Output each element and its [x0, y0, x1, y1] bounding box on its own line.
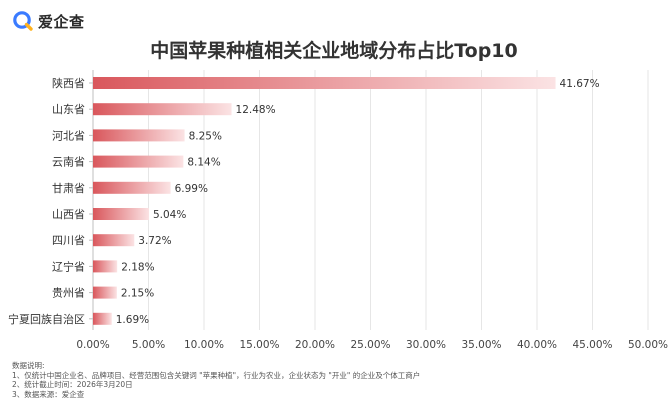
x-tick-label: 15.00% — [239, 339, 279, 351]
x-tick-label: 5.00% — [132, 339, 165, 351]
x-tick-label: 20.00% — [295, 339, 335, 351]
data-notes: 数据说明: 1、仅统计中国企业名、品牌项目、经营范围包含关键词 "苹果种植"，行… — [12, 361, 420, 399]
bar — [93, 312, 112, 325]
value-label: 8.14% — [187, 157, 220, 169]
x-tick-label: 10.00% — [184, 339, 224, 351]
category-label: 山东省 — [52, 103, 85, 116]
bar — [93, 260, 118, 273]
bar — [93, 77, 556, 89]
category-label: 辽宁省 — [52, 259, 85, 273]
value-label: 2.18% — [121, 261, 154, 273]
notes-heading: 数据说明: — [12, 361, 45, 370]
bar — [93, 103, 232, 116]
x-tick-label: 50.00% — [628, 339, 668, 351]
bar — [93, 208, 149, 220]
bar — [93, 234, 135, 247]
chart-title: 中国苹果种植相关企业地域分布占比Top10 — [150, 40, 518, 62]
value-label: 8.25% — [189, 130, 222, 142]
notes-line-1: 1、仅统计中国企业名、品牌项目、经营范围包含关键词 "苹果种植"，行业为农业，企… — [12, 370, 421, 380]
brand-logo: 爱企查 — [12, 10, 85, 32]
category-label: 宁夏回族自治区 — [8, 312, 85, 326]
category-label: 四川省 — [52, 234, 85, 247]
category-label: 河北省 — [52, 129, 85, 142]
value-label: 41.67% — [560, 78, 600, 90]
value-label: 5.04% — [153, 209, 186, 221]
category-label: 云南省 — [52, 156, 85, 169]
value-label: 3.72% — [138, 235, 171, 247]
x-tick-label: 30.00% — [406, 339, 446, 351]
x-tick-label: 25.00% — [350, 339, 390, 351]
bar — [93, 181, 171, 194]
labels: 0.00% 5.00% 10.00% 15.00% 20.00% 25.00% 30.00%… — [8, 76, 668, 351]
bar — [93, 155, 184, 168]
x-tick-label: 40.00% — [517, 339, 557, 351]
x-tick-label: 35.00% — [461, 339, 501, 351]
category-label: 甘肃省 — [52, 182, 85, 195]
x-tick-label: 45.00% — [572, 339, 612, 351]
category-label: 陕西省 — [52, 76, 85, 90]
value-label: 6.99% — [175, 183, 208, 195]
bars — [93, 77, 556, 325]
category-label: 山西省 — [52, 208, 85, 221]
notes-line-2: 2、统计截止时间：2026年3月20日 — [12, 380, 133, 389]
magnifier-logo-icon — [13, 11, 33, 31]
x-tick-label: 0.00% — [76, 339, 109, 351]
value-label: 12.48% — [236, 104, 276, 116]
value-label: 2.15% — [121, 288, 154, 300]
value-label: 1.69% — [116, 314, 149, 326]
bar — [93, 129, 185, 142]
notes-line-3: 3、数据来源：爱企查 — [12, 389, 85, 399]
brand-name: 爱企查 — [38, 12, 85, 31]
bar — [93, 286, 117, 299]
category-label: 贵州省 — [52, 287, 85, 300]
